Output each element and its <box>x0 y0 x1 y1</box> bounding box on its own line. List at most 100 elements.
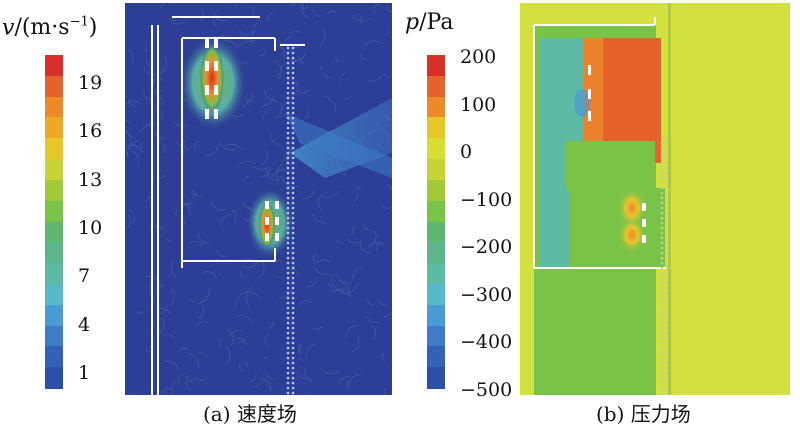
streakline <box>200 271 218 280</box>
filter-dot <box>291 326 295 330</box>
colorbar-swatch <box>427 367 445 389</box>
streakline <box>357 13 363 22</box>
filter-dot <box>665 146 669 150</box>
velocity-tick-label: 4 <box>78 313 91 336</box>
streakline <box>292 80 298 97</box>
streakline <box>270 132 281 147</box>
streakline <box>299 345 303 354</box>
filter-dot <box>665 226 669 230</box>
filter-dot <box>291 261 295 265</box>
streakline <box>264 333 269 349</box>
filter-dot <box>665 306 669 310</box>
filter-dot <box>665 191 669 195</box>
filter-dot <box>660 306 664 310</box>
filter-dot <box>291 366 295 370</box>
streakline <box>239 270 242 279</box>
streakline <box>160 68 165 82</box>
streakline <box>131 150 139 165</box>
filter-dot <box>291 126 295 130</box>
colorbar-swatch <box>45 221 63 243</box>
filter-dot <box>660 211 664 215</box>
filter-dot <box>286 71 290 75</box>
filter-dot <box>660 166 664 170</box>
filter-dot <box>660 361 664 365</box>
velocity-tick-label: 7 <box>78 265 91 288</box>
streakline <box>125 119 131 125</box>
streakline <box>353 189 359 202</box>
filter-dot <box>660 231 664 235</box>
streakline <box>217 338 221 349</box>
filter-dot <box>291 51 295 55</box>
streakline <box>314 267 332 276</box>
filter-dot <box>286 146 290 150</box>
filter-dot <box>665 216 669 220</box>
streakline <box>213 9 219 29</box>
filter-dot <box>291 176 295 180</box>
filter-dot <box>291 231 295 235</box>
velocity-colorbar <box>45 55 63 389</box>
filter-dot <box>291 376 295 380</box>
filter-dot <box>660 336 664 340</box>
streakline <box>357 184 363 191</box>
filter-dot <box>665 346 669 350</box>
streakline <box>312 213 327 224</box>
filter-dot <box>665 276 669 280</box>
streakline <box>342 282 350 297</box>
velocity-tick-label: 10 <box>78 216 103 239</box>
streakline <box>144 45 149 53</box>
streakline <box>320 65 333 80</box>
streakline <box>198 232 210 245</box>
filter-dot <box>660 141 664 145</box>
filter-dot <box>286 116 290 120</box>
filter-dot <box>665 241 669 245</box>
filter-dot <box>660 381 664 385</box>
streakline <box>175 209 179 216</box>
pressure-tick-label: 0 <box>460 141 473 163</box>
filter-dot <box>660 296 664 300</box>
colorbar-swatch <box>427 263 445 285</box>
filter-dot <box>665 181 669 185</box>
filter-dot <box>291 271 295 275</box>
filter-dot <box>286 206 290 210</box>
filter-dot <box>291 191 295 195</box>
streakline <box>243 360 249 367</box>
streakline <box>298 343 304 362</box>
streakline <box>126 140 139 158</box>
filter-dot <box>660 301 664 305</box>
filter-dot <box>291 166 295 170</box>
streakline <box>298 300 313 306</box>
streakline <box>258 377 271 392</box>
filter-dot <box>291 341 295 345</box>
streakline <box>252 165 270 170</box>
streakline <box>274 103 283 120</box>
streakline <box>139 123 158 133</box>
filter-dot <box>291 346 295 350</box>
filter-dot <box>291 356 295 360</box>
filter-dot <box>291 91 295 95</box>
filter-dot <box>665 171 669 175</box>
filter-dot <box>660 171 664 175</box>
pressure-unit-label: p/Pa <box>405 10 453 36</box>
filter-dot <box>291 381 295 385</box>
filter-dot <box>286 346 290 350</box>
filter-dot <box>291 296 295 300</box>
streakline <box>267 12 274 23</box>
filter-dot <box>286 156 290 160</box>
filter-dot <box>665 151 669 155</box>
filter-dot <box>291 146 295 150</box>
streakline <box>306 280 317 287</box>
streakline <box>190 298 196 303</box>
colorbar-swatch <box>427 55 445 77</box>
streakline <box>197 288 210 304</box>
streakline <box>359 241 371 255</box>
streakline <box>218 140 236 150</box>
filter-dot <box>286 166 290 170</box>
filter-dot <box>291 181 295 185</box>
streakline <box>277 44 286 60</box>
streakline <box>157 308 171 316</box>
streakline <box>220 213 233 228</box>
velocity-outflow-lower <box>285 113 392 178</box>
streakline <box>239 363 245 372</box>
streakline <box>317 195 323 211</box>
streakline <box>192 188 204 197</box>
